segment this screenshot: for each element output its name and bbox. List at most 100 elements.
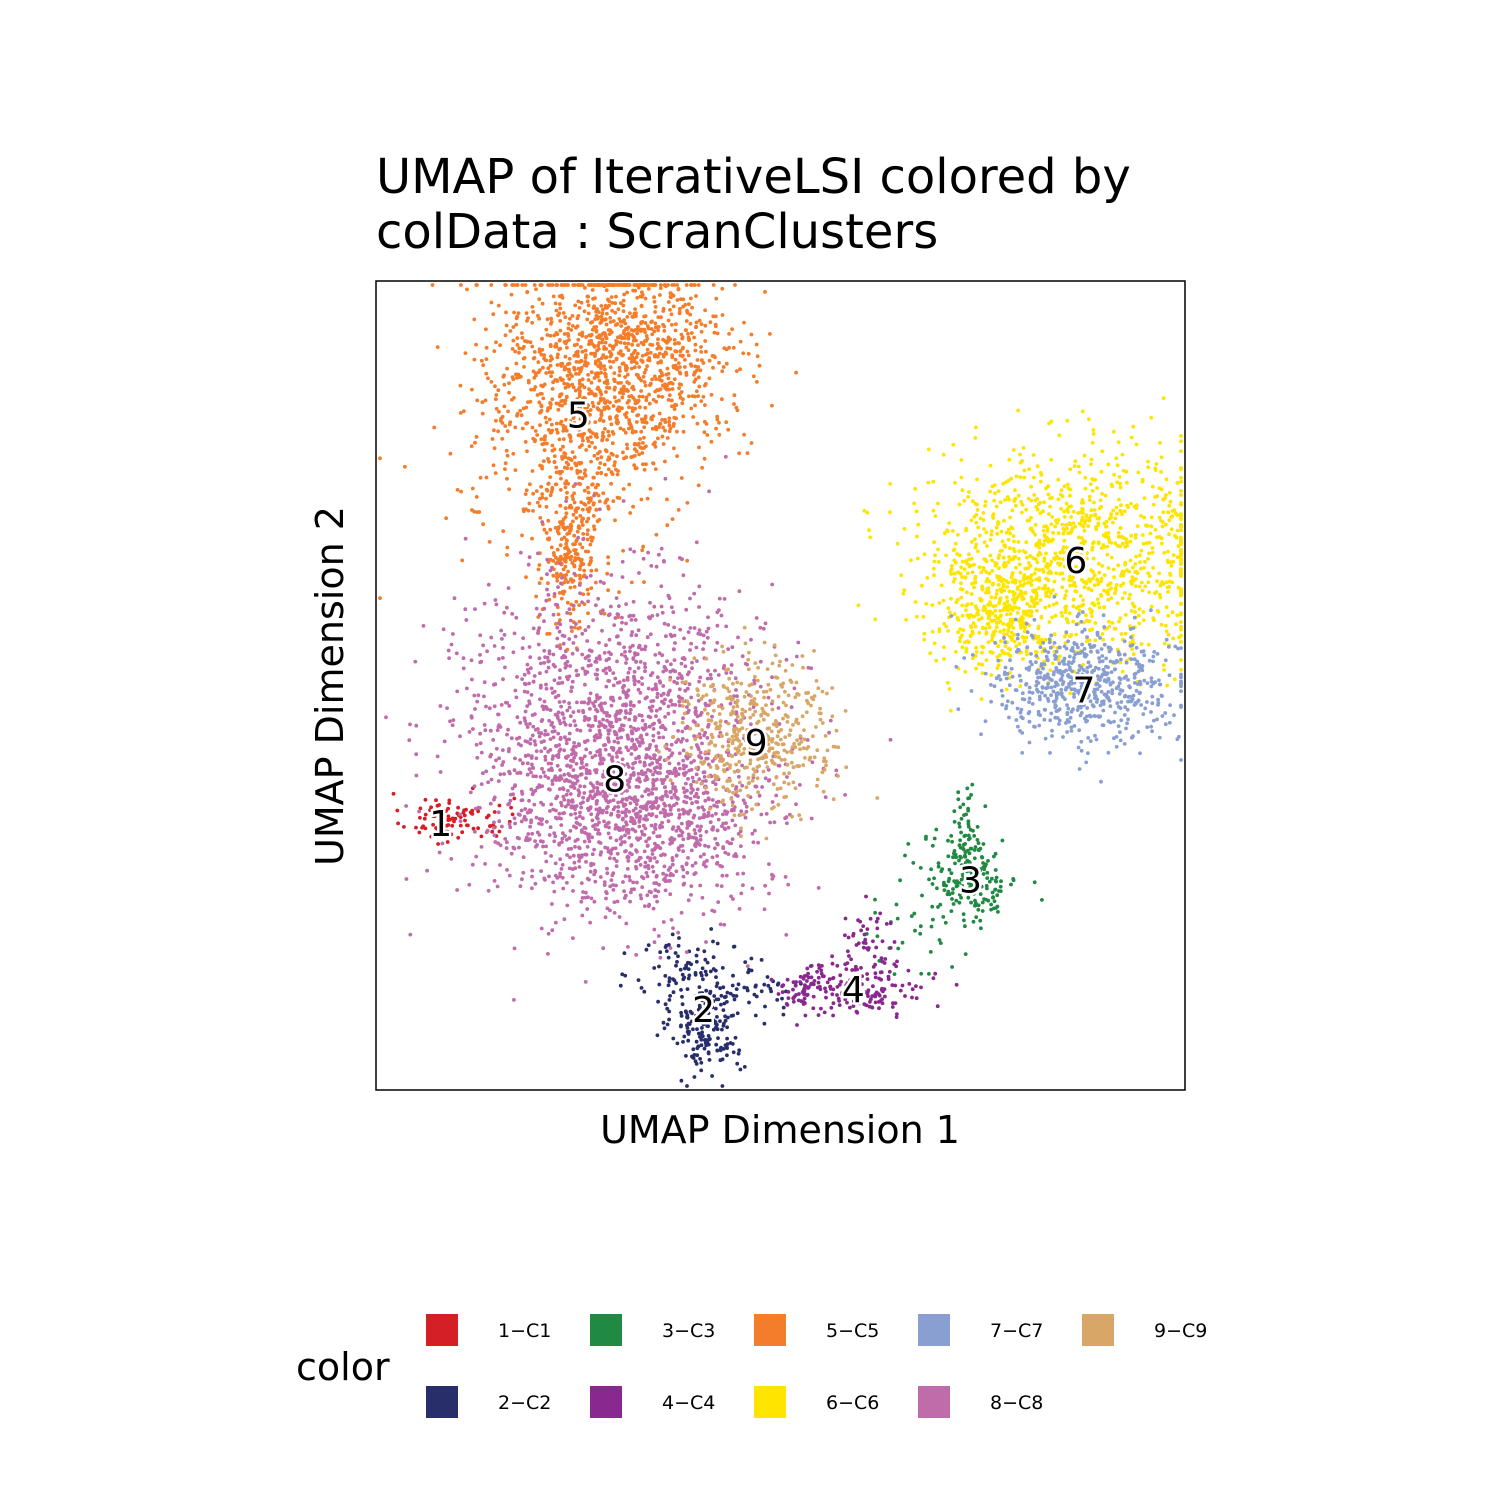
point-cluster-5 (570, 580, 575, 584)
point-cluster-6 (1147, 540, 1152, 545)
point-cluster-7 (1077, 728, 1082, 733)
point-cluster-5 (463, 351, 468, 355)
point-cluster-7 (1179, 682, 1183, 686)
point-cluster-4 (791, 980, 796, 985)
point-cluster-4 (874, 919, 879, 924)
point-cluster-5 (573, 303, 578, 308)
point-cluster-5 (545, 317, 550, 322)
point-cluster-6 (1103, 493, 1108, 498)
point-cluster-5 (603, 340, 608, 345)
point-cluster-6 (1064, 523, 1068, 527)
point-cluster-6 (1057, 433, 1062, 438)
point-cluster-8 (541, 770, 546, 775)
point-cluster-2 (712, 994, 717, 998)
point-cluster-5 (548, 557, 553, 562)
point-cluster-6 (1179, 502, 1183, 507)
point-cluster-2 (690, 1054, 694, 1059)
point-cluster-5 (659, 315, 663, 320)
point-cluster-6 (1113, 591, 1117, 596)
point-cluster-6 (1167, 532, 1171, 537)
point-cluster-6 (973, 624, 978, 629)
point-cluster-6 (1015, 587, 1020, 591)
point-cluster-8 (448, 719, 452, 724)
point-cluster-2 (731, 973, 735, 978)
point-cluster-7 (1054, 649, 1059, 654)
point-cluster-5 (573, 558, 577, 563)
point-cluster-5 (689, 331, 694, 335)
point-cluster-6 (970, 631, 975, 636)
point-cluster-6 (982, 540, 987, 545)
point-cluster-8 (545, 572, 549, 577)
point-cluster-5 (607, 386, 612, 390)
point-cluster-5 (654, 427, 659, 432)
point-cluster-3 (981, 861, 985, 865)
point-cluster-5 (612, 463, 617, 468)
point-cluster-5 (693, 342, 698, 347)
point-cluster-5 (559, 283, 564, 287)
point-cluster-7 (1156, 697, 1160, 702)
point-cluster-5 (613, 460, 617, 465)
point-cluster-7 (1131, 626, 1136, 630)
point-cluster-5 (475, 510, 479, 514)
point-cluster-3 (873, 897, 877, 902)
point-cluster-2 (703, 1018, 708, 1023)
point-cluster-6 (956, 630, 960, 635)
point-cluster-5 (606, 467, 611, 472)
point-cluster-6 (1140, 588, 1145, 593)
point-cluster-8 (505, 732, 509, 737)
point-cluster-5 (589, 539, 594, 543)
point-cluster-8 (455, 689, 460, 694)
point-cluster-2 (693, 971, 698, 975)
point-cluster-6 (888, 482, 893, 486)
point-cluster-5 (589, 459, 593, 464)
point-cluster-6 (1159, 622, 1164, 627)
point-cluster-5 (589, 556, 593, 560)
point-cluster-1 (490, 829, 495, 834)
point-cluster-6 (983, 504, 987, 508)
point-cluster-5 (650, 426, 655, 431)
point-cluster-6 (966, 495, 970, 499)
point-cluster-6 (1179, 602, 1183, 607)
point-cluster-6 (977, 630, 982, 635)
point-cluster-6 (958, 627, 963, 631)
point-cluster-7 (1159, 693, 1164, 698)
point-cluster-5 (695, 358, 700, 362)
point-cluster-4 (837, 999, 841, 1003)
point-cluster-6 (1031, 453, 1036, 457)
point-cluster-3 (960, 884, 964, 888)
point-cluster-5 (547, 417, 552, 422)
point-cluster-6 (1021, 609, 1026, 614)
point-cluster-1 (436, 827, 441, 831)
point-cluster-5 (484, 327, 488, 332)
point-cluster-6 (1009, 623, 1014, 627)
point-cluster-2 (742, 1065, 747, 1069)
point-cluster-5 (658, 421, 663, 426)
point-cluster-8 (629, 890, 633, 895)
point-cluster-5 (663, 459, 667, 464)
point-cluster-1 (420, 825, 424, 830)
point-cluster-6 (1136, 470, 1141, 475)
point-cluster-8 (624, 661, 628, 665)
point-cluster-6 (1110, 637, 1115, 642)
point-cluster-6 (1068, 493, 1072, 498)
point-cluster-5 (444, 516, 448, 521)
point-cluster-2 (680, 1002, 685, 1007)
point-cluster-6 (1078, 545, 1083, 550)
point-cluster-5 (500, 414, 505, 419)
point-cluster-5 (549, 422, 554, 427)
point-cluster-6 (958, 635, 963, 640)
point-cluster-3 (961, 912, 966, 916)
point-cluster-6 (1005, 623, 1010, 627)
point-cluster-6 (1034, 557, 1038, 562)
point-cluster-6 (1074, 589, 1079, 594)
point-cluster-6 (998, 639, 1003, 644)
point-cluster-5 (600, 311, 605, 316)
point-cluster-6 (942, 645, 946, 649)
point-cluster-5 (559, 476, 563, 481)
point-cluster-3 (970, 871, 974, 876)
point-cluster-5 (640, 294, 644, 299)
point-cluster-3 (957, 900, 962, 905)
point-cluster-4 (910, 995, 914, 1000)
point-cluster-6 (963, 669, 968, 674)
point-cluster-5 (522, 356, 527, 360)
